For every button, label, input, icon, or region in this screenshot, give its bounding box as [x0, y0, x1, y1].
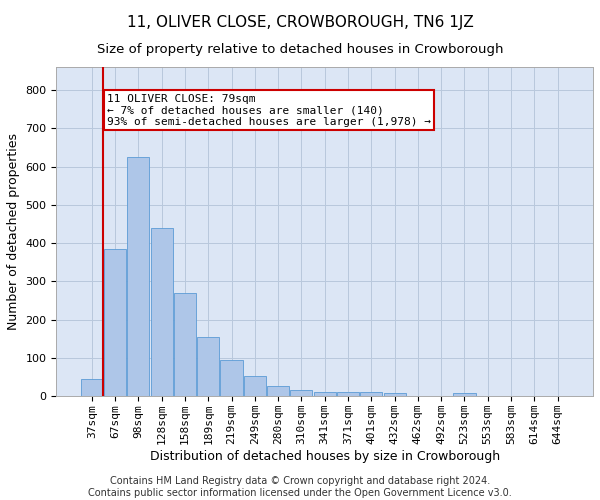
Text: Contains HM Land Registry data © Crown copyright and database right 2024.
Contai: Contains HM Land Registry data © Crown c…	[88, 476, 512, 498]
Bar	[174, 293, 196, 397]
Bar	[104, 249, 126, 396]
Bar	[197, 337, 220, 396]
Text: 11 OLIVER CLOSE: 79sqm
← 7% of detached houses are smaller (140)
93% of semi-det: 11 OLIVER CLOSE: 79sqm ← 7% of detached …	[107, 94, 431, 127]
Bar	[220, 360, 242, 397]
Text: Size of property relative to detached houses in Crowborough: Size of property relative to detached ho…	[97, 42, 503, 56]
Bar	[383, 392, 406, 396]
Bar	[454, 394, 476, 396]
Bar	[290, 390, 313, 396]
Bar	[151, 228, 173, 396]
Bar	[267, 386, 289, 396]
Bar	[81, 379, 103, 396]
Y-axis label: Number of detached properties: Number of detached properties	[7, 133, 20, 330]
Bar	[127, 157, 149, 396]
Bar	[337, 392, 359, 396]
Bar	[244, 376, 266, 396]
X-axis label: Distribution of detached houses by size in Crowborough: Distribution of detached houses by size …	[149, 450, 500, 463]
Bar	[314, 392, 336, 396]
Bar	[360, 392, 382, 396]
Text: 11, OLIVER CLOSE, CROWBOROUGH, TN6 1JZ: 11, OLIVER CLOSE, CROWBOROUGH, TN6 1JZ	[127, 15, 473, 30]
